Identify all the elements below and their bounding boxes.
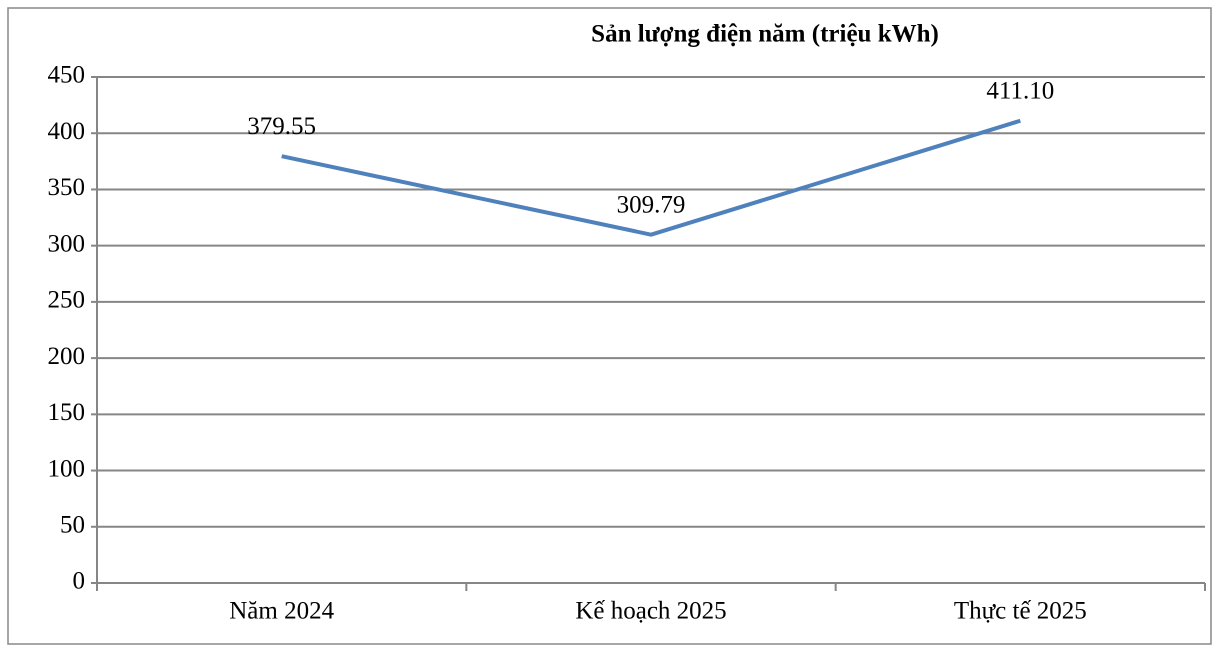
chart-border bbox=[7, 7, 1212, 645]
line bbox=[281, 118, 1021, 237]
y-tick-label: 350 bbox=[48, 174, 86, 201]
y-tick-label: 150 bbox=[48, 399, 86, 426]
y-tick-label: 250 bbox=[48, 287, 86, 314]
y-tick-label: 400 bbox=[48, 118, 86, 145]
y-tick-label: 450 bbox=[48, 62, 86, 89]
x-tick-label: Thực tế 2025 bbox=[954, 598, 1087, 625]
y-tick-label: 0 bbox=[73, 568, 86, 595]
x-tick-label: Kế hoạch 2025 bbox=[575, 598, 726, 625]
data-label: 379.55 bbox=[247, 113, 316, 140]
y-tick-label: 300 bbox=[48, 230, 86, 257]
y-tick-label: 100 bbox=[48, 455, 86, 482]
x-tick-label: Năm 2024 bbox=[229, 598, 334, 625]
data-label: 411.10 bbox=[986, 77, 1054, 104]
y-tick-label: 200 bbox=[48, 343, 86, 370]
chart-title: Sản lượng điện năm (triệu kWh) bbox=[591, 21, 939, 48]
data-label: 309.79 bbox=[617, 191, 686, 218]
y-tick-label: 50 bbox=[60, 512, 85, 539]
